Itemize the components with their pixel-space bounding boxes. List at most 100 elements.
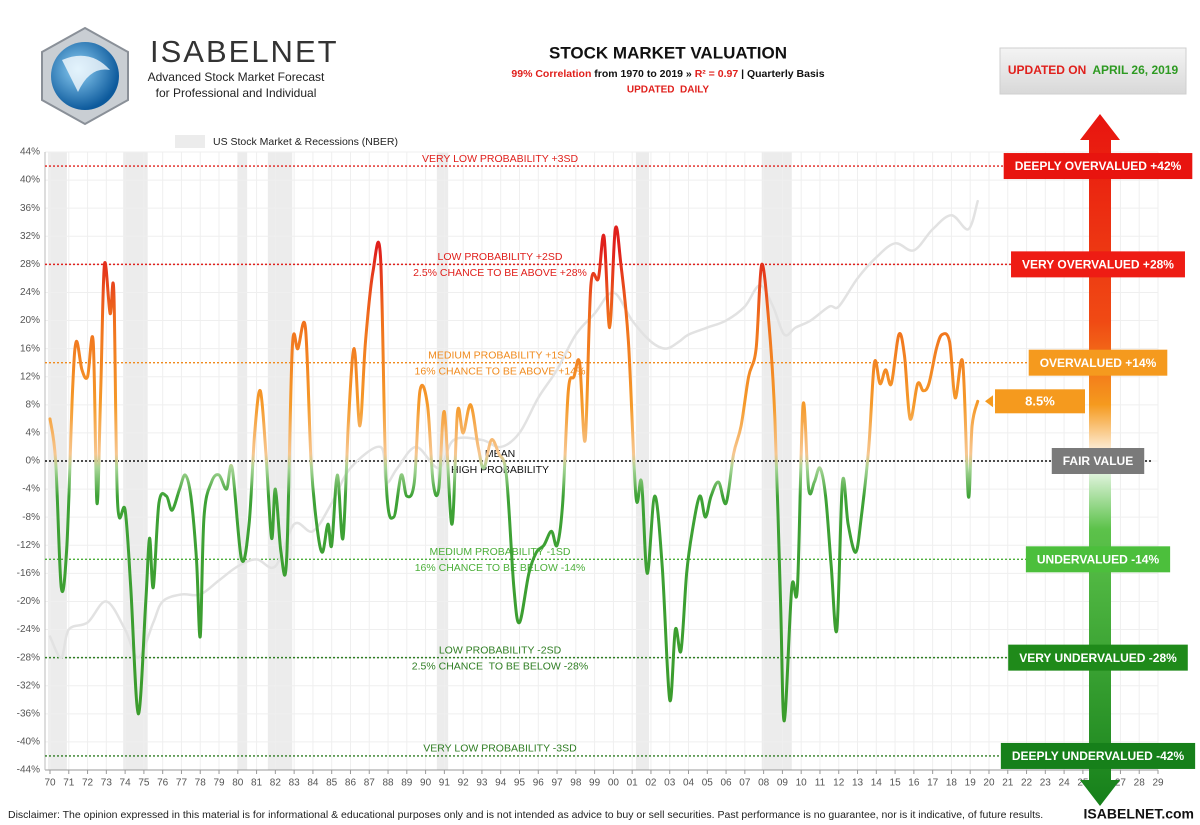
x-tick-label: 87	[364, 778, 376, 789]
disclaimer: Disclaimer: The opinion expressed in thi…	[8, 809, 1043, 821]
subtitle-part: | Quarterly Basis	[738, 68, 825, 80]
y-tick-label: 36%	[20, 203, 40, 214]
zone-box	[1008, 644, 1188, 671]
tagline: for Professional and Individual	[156, 86, 317, 100]
current-label: 8.5%	[1025, 394, 1055, 409]
x-tick-label: 75	[138, 778, 150, 789]
y-tick-label: -8%	[22, 512, 40, 523]
x-tick-label: 00	[608, 778, 620, 789]
subtitle-part: from 1970 to 2019 »	[591, 68, 694, 80]
y-tick-label: 32%	[20, 231, 40, 242]
zones: DEEPLY OVERVALUED +42% VERY OVERVALUED +2…	[1000, 153, 1196, 769]
site: ISABELNET.com	[1084, 806, 1194, 822]
x-tick-label: 82	[270, 778, 282, 789]
reference-label: VERY LOW PROBABILITY -3SD	[423, 743, 577, 755]
y-tick-label: 40%	[20, 175, 40, 186]
updated: UPDATED ON APRIL 26, 2019	[1008, 63, 1179, 77]
reference-label: 2.5% CHANCE TO BE ABOVE +28%	[413, 267, 587, 279]
x-tick-label: 93	[476, 778, 488, 789]
y-tick-label: -36%	[17, 708, 40, 719]
x-tick-label: 80	[232, 778, 244, 789]
x-tick-label: 02	[645, 778, 657, 789]
x-tick-label: 18	[946, 778, 958, 789]
y-tick-label: 12%	[20, 371, 40, 382]
y-tick-label: -12%	[17, 540, 40, 551]
x-tick-label: 72	[82, 778, 94, 789]
x-tick-label: 11	[815, 778, 826, 789]
reference-label: 2.5% CHANCE TO BE BELOW -28%	[412, 660, 588, 672]
x-tick-label: 98	[570, 778, 582, 789]
x-tick-label: 73	[101, 778, 113, 789]
reference-label: 16% CHANCE TO BE ABOVE +14%	[415, 365, 586, 377]
y-tick-label: 0%	[26, 456, 41, 467]
series-line	[48, 225, 980, 723]
zone-box	[1028, 349, 1168, 376]
reference-label: MEDIUM PROBABILITY +1SD	[428, 349, 572, 361]
reference-label: HIGH PROBABILITY	[451, 464, 549, 476]
updated-date: APRIL 26, 2019	[1092, 63, 1178, 77]
legend-swatch	[175, 135, 205, 148]
brand: ISABELNET	[150, 34, 339, 69]
y-tick-label: 28%	[20, 259, 40, 270]
y-tick-label: -4%	[22, 484, 40, 495]
series-line	[48, 199, 979, 659]
y-tick-label: -40%	[17, 737, 40, 748]
reference-label: LOW PROBABILITY -2SD	[439, 644, 562, 656]
x-tick-label: 90	[420, 778, 432, 789]
zone-box	[1051, 448, 1145, 474]
zone-box	[1025, 546, 1171, 573]
x-tick-label: 89	[401, 778, 413, 789]
x-tick-label: 27	[1115, 778, 1127, 789]
y-tick-label: 44%	[20, 147, 40, 158]
x-tick-label: 78	[195, 778, 207, 789]
x-tick-label: 17	[927, 778, 939, 789]
subtitle-part: 99% Correlation	[511, 68, 591, 80]
x-tick-label: 01	[627, 778, 639, 789]
x-tick-label: 29	[1152, 778, 1164, 789]
plot: 44% 40% 36% 32% 28% 24% 20% 16% 12% 8% 4% 0% -4% -8% -…	[17, 147, 1164, 789]
subtitle-part: R² = 0.97	[695, 68, 739, 80]
x-tick-label: 22	[1021, 778, 1033, 789]
reference-label: VERY LOW PROBABILITY +3SD	[422, 153, 579, 165]
y-tick-label: -32%	[17, 680, 40, 691]
x-tick-label: 23	[1040, 778, 1052, 789]
logo	[41, 26, 129, 126]
y-tick-label: -16%	[17, 568, 40, 579]
zone-box	[1011, 251, 1185, 278]
x-tick-label: 85	[326, 778, 338, 789]
x-tick-label: 96	[533, 778, 545, 789]
x-tick-label: 88	[382, 778, 394, 789]
x-tick-label: 15	[890, 778, 902, 789]
x-tick-label: 28	[1134, 778, 1146, 789]
x-tick-label: 81	[251, 778, 263, 789]
y-tick-label: -20%	[17, 596, 40, 607]
current-box	[995, 389, 1085, 414]
x-tick-label: 03	[664, 778, 676, 789]
x-tick-label: 86	[345, 778, 357, 789]
reference-label: 16% CHANCE TO BE BELOW -14%	[415, 562, 586, 574]
x-tick-label: 83	[289, 778, 301, 789]
x-tick-label: 91	[439, 778, 451, 789]
x-tick-label: 12	[833, 778, 845, 789]
x-tick-label: 95	[514, 778, 526, 789]
x-tick-label: 94	[495, 778, 507, 789]
x-tick-label: 71	[63, 778, 75, 789]
x-tick-label: 76	[157, 778, 169, 789]
x-tick-label: 70	[44, 778, 56, 789]
x-tick-label: 10	[796, 778, 808, 789]
reference-label: LOW PROBABILITY +2SD	[438, 251, 563, 263]
y-tick-label: 16%	[20, 343, 40, 354]
tagline: Advanced Stock Market Forecast	[148, 70, 325, 84]
y-tick-label: -28%	[17, 652, 40, 663]
x-tick-label: 79	[213, 778, 225, 789]
x-tick-label: 07	[739, 778, 751, 789]
zone-label: VERY UNDERVALUED -28%	[1019, 651, 1177, 665]
y-tick-label: -44%	[17, 765, 40, 776]
x-tick-label: 05	[702, 778, 714, 789]
chart-title: STOCK MARKET VALUATION	[549, 43, 787, 62]
x-tick-label: 09	[777, 778, 789, 789]
legend-label: US Stock Market & Recessions (NBER)	[213, 136, 398, 148]
x-tick-label: 24	[1059, 778, 1071, 789]
x-tick-label: 14	[871, 778, 883, 789]
